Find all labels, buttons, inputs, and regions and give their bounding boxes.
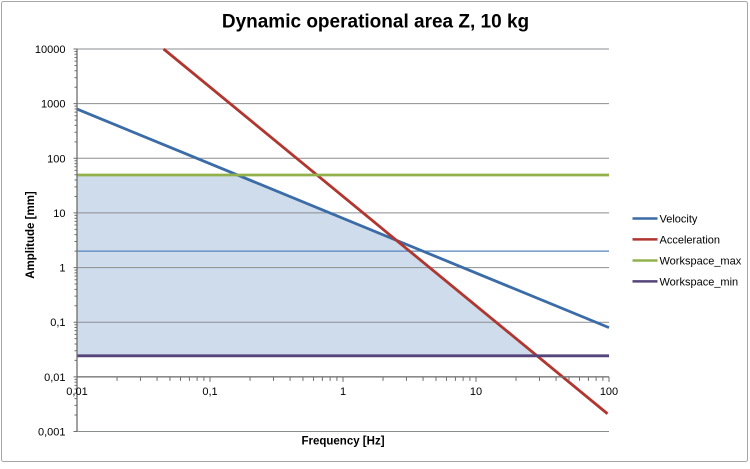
svg-text:100: 100 bbox=[600, 386, 618, 398]
svg-text:Acceleration: Acceleration bbox=[660, 234, 721, 246]
svg-text:0,001: 0,001 bbox=[38, 427, 66, 439]
svg-text:0,01: 0,01 bbox=[44, 372, 65, 384]
svg-text:Amplitude [mm]: Amplitude [mm] bbox=[25, 191, 37, 279]
svg-text:100: 100 bbox=[47, 153, 65, 165]
svg-text:0,1: 0,1 bbox=[50, 317, 65, 329]
svg-text:10: 10 bbox=[53, 208, 65, 220]
svg-text:Dynamic operational area Z, 10: Dynamic operational area Z, 10 kg bbox=[222, 11, 529, 32]
svg-text:10: 10 bbox=[470, 386, 482, 398]
svg-text:1: 1 bbox=[59, 263, 65, 275]
svg-text:0,1: 0,1 bbox=[202, 386, 217, 398]
svg-text:0,01: 0,01 bbox=[66, 386, 87, 398]
svg-text:Workspace_min: Workspace_min bbox=[660, 276, 739, 288]
svg-text:1: 1 bbox=[340, 386, 346, 398]
svg-text:10000: 10000 bbox=[35, 44, 66, 56]
svg-text:Workspace_max: Workspace_max bbox=[660, 256, 742, 268]
svg-text:Frequency [Hz]: Frequency [Hz] bbox=[301, 435, 384, 447]
svg-text:Velocity: Velocity bbox=[660, 214, 698, 226]
svg-text:1000: 1000 bbox=[41, 99, 65, 111]
